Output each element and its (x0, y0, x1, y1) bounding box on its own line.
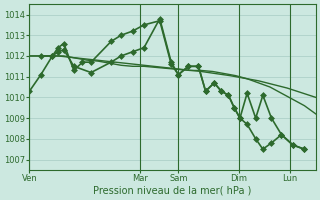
X-axis label: Pression niveau de la mer( hPa ): Pression niveau de la mer( hPa ) (93, 186, 252, 196)
